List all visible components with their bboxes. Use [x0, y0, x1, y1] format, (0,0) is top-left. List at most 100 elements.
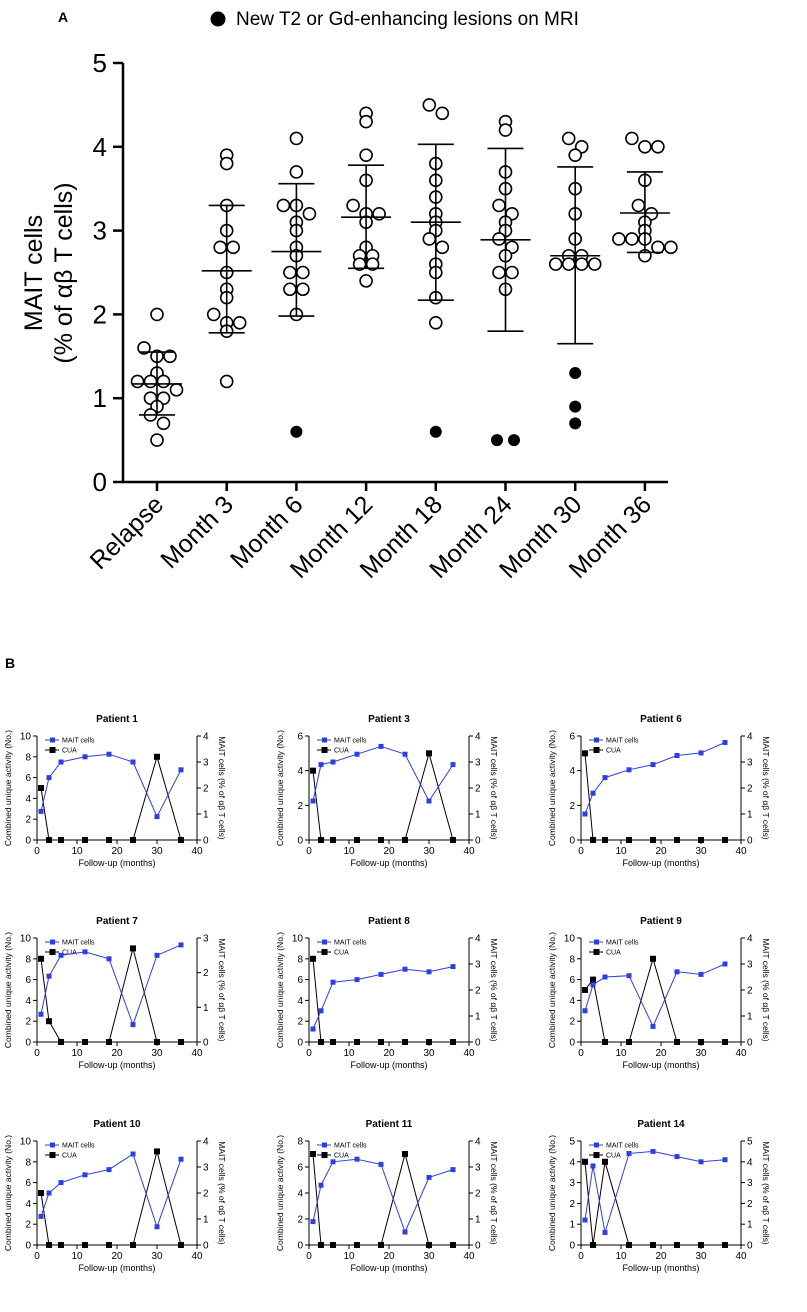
lesion-point	[429, 425, 442, 438]
left-tick-label: 6	[297, 732, 303, 743]
mait-point	[698, 971, 704, 977]
mait-point	[590, 1163, 596, 1169]
legend-mait-marker	[594, 737, 599, 743]
left-axis-label: Combined unique activity (No.)	[275, 932, 285, 1048]
mait-point	[426, 798, 432, 804]
left-tick-label: 10	[292, 934, 304, 945]
chart-title: Patient 9	[640, 916, 682, 927]
x-axis-label: Follow-up (months)	[78, 858, 155, 868]
legend-cua-marker	[321, 949, 328, 955]
cua-point	[450, 1242, 456, 1248]
left-tick-label: 6	[297, 975, 303, 986]
cua-point	[46, 837, 52, 843]
mait-point	[674, 753, 680, 758]
cua-line	[312, 1152, 453, 1246]
legend-mait-label: MAIT cells	[62, 1143, 95, 1150]
mait-point	[46, 973, 52, 979]
right-tick-label: 3	[203, 1163, 209, 1174]
legend-cua-label: CUA	[62, 748, 77, 755]
x-tick-label: 10	[615, 1048, 627, 1059]
cua-point	[378, 1039, 384, 1045]
mait-point	[46, 1190, 52, 1196]
cua-point	[58, 1242, 64, 1248]
right-tick-label: 2	[747, 1199, 753, 1210]
left-tick-label: 4	[297, 1189, 303, 1200]
cua-point	[318, 837, 324, 843]
legend-cua-marker	[593, 747, 600, 753]
mait-point	[402, 1229, 408, 1235]
mait-point	[318, 1182, 324, 1188]
mait-point	[106, 956, 112, 962]
data-point	[651, 240, 665, 255]
cua-point	[318, 1039, 324, 1045]
cua-point	[46, 1018, 52, 1025]
x-tick-label: 30	[695, 846, 707, 857]
x-tick-label: 40	[735, 1251, 747, 1262]
data-point	[156, 374, 171, 389]
x-tick-label: 20	[655, 1048, 667, 1059]
data-point	[492, 265, 506, 280]
x-tick-label: 0	[34, 1251, 40, 1262]
mait-point	[378, 743, 384, 749]
cua-point	[82, 837, 88, 843]
right-tick-label: 0	[203, 1038, 209, 1049]
legend-cua-marker	[321, 1152, 328, 1158]
right-tick-label: 0	[747, 836, 753, 847]
legend-mait-label: MAIT cells	[334, 1143, 367, 1150]
right-tick-label: 0	[203, 1241, 209, 1252]
x-tick-label: Month 3	[155, 490, 239, 574]
x-axis-label: Follow-up (months)	[622, 1060, 699, 1070]
data-point	[219, 374, 234, 389]
legend-mait-marker	[322, 939, 327, 945]
data-point	[289, 165, 304, 179]
chart-title: Patient 8	[368, 916, 410, 927]
cua-line	[584, 1161, 725, 1246]
cua-point	[310, 955, 316, 962]
cua-point	[130, 837, 136, 843]
left-axis-label: Combined unique activity (No.)	[3, 1135, 13, 1251]
x-tick-label: 20	[383, 846, 395, 857]
cua-point	[582, 1158, 588, 1165]
mait-point	[310, 1219, 316, 1225]
cua-point	[354, 1039, 360, 1045]
right-tick-label: 3	[203, 758, 209, 769]
left-tick-label: 10	[20, 1137, 32, 1148]
right-axis-label: MAIT cells (% of αβ T cells)	[761, 1141, 771, 1245]
mait-point	[106, 1167, 112, 1173]
legend-cua-marker	[321, 747, 328, 753]
legend-label: New T2 or Gd-enhancing lesions on MRI	[236, 9, 579, 30]
cua-point	[450, 1039, 456, 1045]
data-point	[359, 148, 373, 162]
mait-point	[378, 1161, 384, 1167]
cua-line	[40, 1151, 182, 1246]
lesion-point	[569, 400, 582, 413]
cua-line	[40, 754, 182, 841]
mait-point	[318, 762, 324, 768]
left-tick-label: 10	[20, 934, 32, 945]
left-tick-label: 6	[569, 975, 575, 986]
data-point	[631, 198, 646, 213]
legend-mait-marker	[50, 1142, 55, 1148]
right-tick-label: 1	[475, 1012, 481, 1023]
right-tick-label: 2	[203, 784, 209, 795]
mait-point	[602, 974, 608, 980]
x-tick-label: 20	[655, 1251, 667, 1262]
right-tick-label: 1	[747, 1012, 753, 1023]
data-point	[561, 257, 576, 271]
x-tick-label: 0	[578, 846, 584, 857]
data-point	[206, 307, 221, 322]
mait-point	[38, 1011, 44, 1017]
legend-cua-label: CUA	[62, 950, 77, 957]
data-point	[137, 341, 151, 355]
cua-point	[650, 837, 656, 843]
right-tick-label: 5	[747, 1137, 753, 1148]
x-tick-label: 20	[655, 846, 667, 857]
x-tick-label: 10	[343, 846, 355, 857]
cua-point	[178, 837, 184, 843]
x-tick-label: 10	[615, 1251, 627, 1262]
cua-point	[602, 1039, 608, 1045]
